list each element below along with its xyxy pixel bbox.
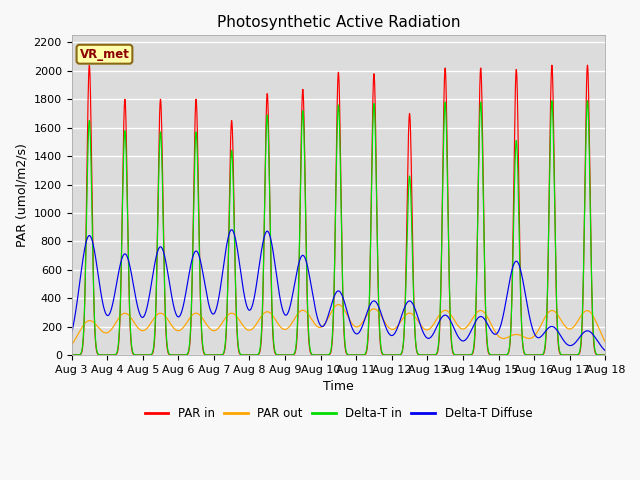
Delta-T Diffuse (261, 232, 269, 238)
Delta-T Diffuse (407, 299, 415, 304)
PAR in (68, 352, 76, 358)
Delta-T Diffuse (463, 335, 471, 341)
PAR in (492, 352, 500, 358)
Delta-T Diffuse (602, 348, 609, 354)
PAR in (95, 352, 102, 358)
Line: Delta-T in: Delta-T in (72, 101, 605, 355)
PAR in (548, 62, 556, 68)
PAR out (68, 342, 76, 348)
PAR out (407, 311, 415, 316)
PAR out (602, 339, 609, 345)
Delta-T in (407, 187, 415, 192)
Delta-T Diffuse (228, 227, 236, 233)
Delta-T Diffuse (68, 331, 76, 336)
PAR in (407, 132, 415, 137)
PAR out (335, 302, 342, 308)
Line: Delta-T Diffuse: Delta-T Diffuse (72, 230, 605, 351)
PAR in (602, 352, 609, 358)
Delta-T in (261, 195, 269, 201)
X-axis label: Time: Time (323, 380, 354, 393)
Y-axis label: PAR (umol/m2/s): PAR (umol/m2/s) (15, 143, 28, 247)
Title: Photosynthetic Active Radiation: Photosynthetic Active Radiation (216, 15, 460, 30)
PAR out (95, 324, 102, 330)
Delta-T in (383, 352, 391, 358)
PAR out (383, 323, 391, 329)
Delta-T Diffuse (383, 328, 391, 334)
Delta-T in (492, 352, 500, 358)
Delta-T in (95, 351, 102, 357)
Delta-T in (463, 352, 471, 358)
Text: VR_met: VR_met (79, 48, 129, 60)
Delta-T Diffuse (95, 273, 102, 279)
PAR out (463, 324, 471, 329)
Line: PAR out: PAR out (72, 305, 605, 345)
PAR in (383, 352, 391, 358)
Line: PAR in: PAR in (72, 65, 605, 355)
PAR in (463, 352, 471, 358)
PAR out (492, 330, 500, 336)
Legend: PAR in, PAR out, Delta-T in, Delta-T Diffuse: PAR in, PAR out, Delta-T in, Delta-T Dif… (140, 402, 537, 425)
Delta-T in (68, 352, 76, 358)
Delta-T Diffuse (492, 331, 500, 337)
Delta-T in (548, 98, 556, 104)
PAR out (261, 310, 269, 315)
Delta-T in (602, 352, 609, 358)
PAR in (261, 192, 269, 198)
